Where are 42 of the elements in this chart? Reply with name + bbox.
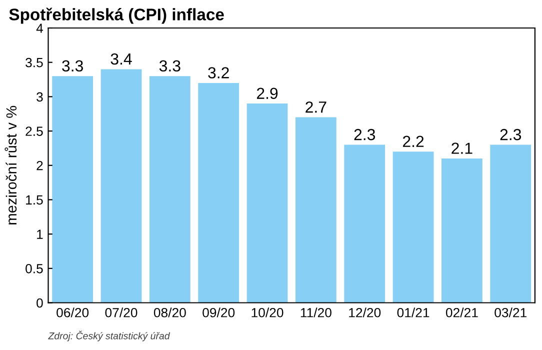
data-label: 2.1 [452,142,472,154]
y-tick-label: 4 [36,24,43,33]
x-tick-label: 12/20 [349,308,381,318]
bar [149,76,190,303]
data-label: 3.3 [62,60,83,72]
data-label: 2.2 [402,136,424,147]
y-tick-label: 0.5 [26,264,43,274]
data-label: 3.2 [208,67,229,78]
data-label: 2.7 [306,101,326,113]
x-tick-label: 11/20 [300,308,332,318]
bar [490,144,532,303]
y-tick-label: 2 [36,160,43,170]
bar [100,69,142,303]
data-label: 2.3 [500,128,522,140]
x-tick-label: 02/21 [446,308,478,318]
bar [246,104,288,303]
x-tick-label: 07/20 [105,308,138,318]
text: Zdroj: Český statistický úřad [48,330,170,342]
x-tick-label: 06/20 [56,308,89,318]
chart-title: Spotřebitelská (CPI) inflace [9,8,224,24]
y-tick-label: 2.5 [26,126,43,136]
y-tick-label: 3 [36,92,43,102]
data-label: 3.3 [159,60,180,72]
y-tick-label: 1.5 [26,195,43,205]
x-tick-label: 10/20 [252,308,284,318]
bar [52,76,94,303]
x-tick-label: 01/21 [397,308,430,318]
data-label: 2.3 [354,128,376,140]
bar [392,152,434,303]
y-axis-title: meziroční růst v % [4,106,17,224]
bar [344,144,386,303]
y-tick-label: 1 [37,230,43,239]
x-tick-label: 09/20 [202,308,235,318]
x-tick-label: 08/20 [154,308,186,318]
bar [442,158,482,303]
y-tick-label: 3.5 [26,58,43,68]
bar [198,82,240,303]
data-label: 3.4 [110,53,132,65]
bar [295,117,336,303]
y-tick-label: 0 [36,298,43,308]
x-tick-label: 03/21 [494,308,526,318]
data-label: 2.9 [256,88,278,100]
